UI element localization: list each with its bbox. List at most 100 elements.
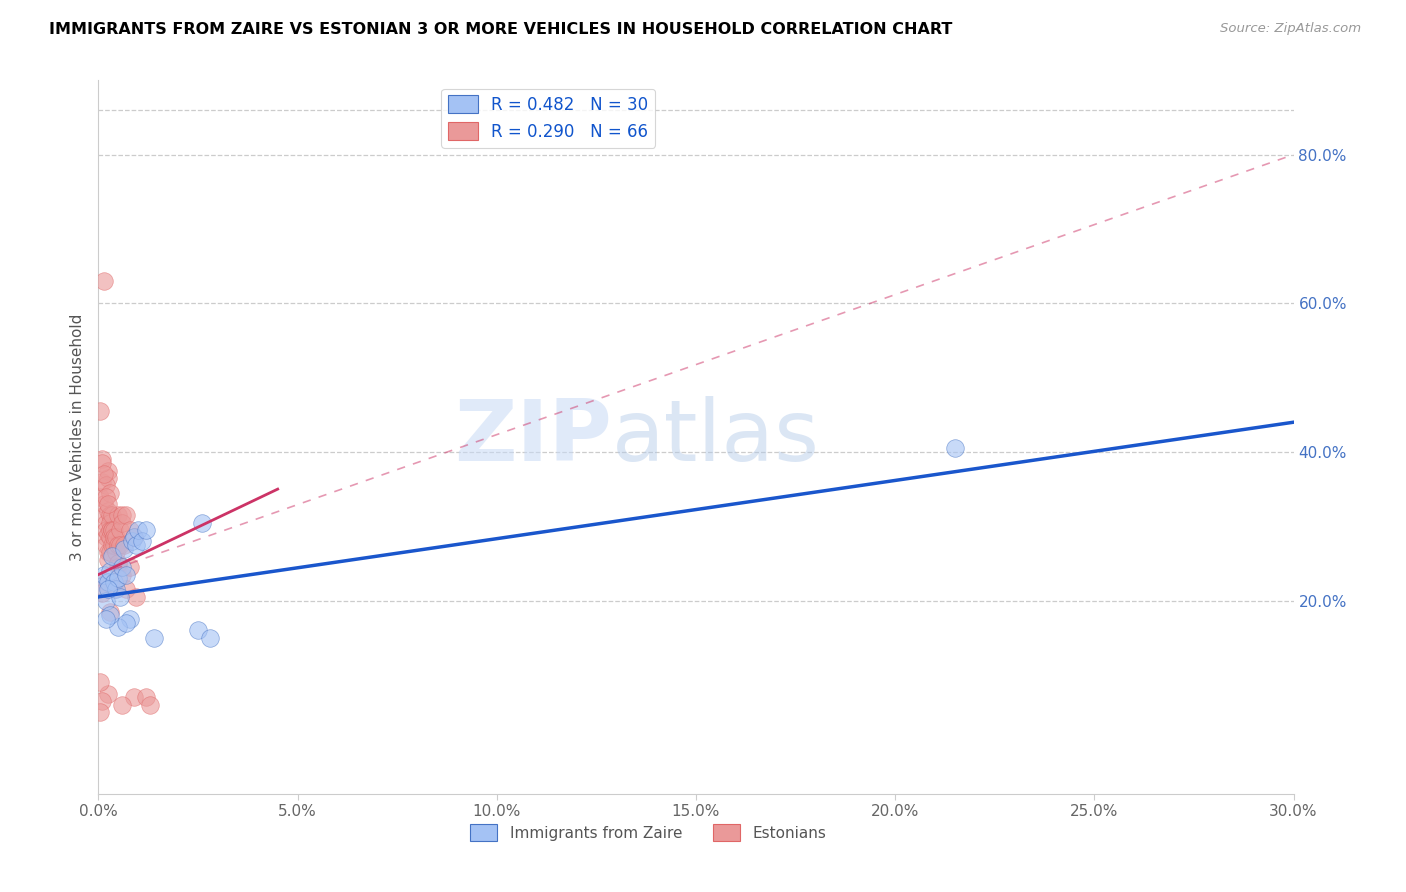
Point — [103, 582, 125, 597]
Point — [101, 523, 124, 537]
Point — [120, 523, 142, 537]
Point — [115, 508, 138, 523]
Point — [107, 557, 129, 571]
Point — [91, 694, 114, 708]
Text: Source: ZipAtlas.com: Source: ZipAtlas.com — [1220, 22, 1361, 36]
Point — [198, 631, 221, 645]
Point — [107, 538, 129, 552]
Point — [124, 690, 146, 705]
Point — [98, 608, 122, 623]
Point — [125, 590, 148, 604]
Point — [91, 586, 114, 600]
Point — [112, 541, 135, 556]
Point — [97, 579, 120, 593]
Point — [107, 508, 129, 523]
Point — [127, 523, 149, 537]
Point — [135, 523, 157, 537]
Point — [91, 579, 114, 593]
Point — [98, 530, 122, 544]
Point — [89, 675, 111, 690]
Point — [139, 698, 162, 712]
Text: atlas: atlas — [613, 395, 820, 479]
Point — [96, 538, 118, 552]
Point — [105, 530, 128, 544]
Point — [89, 404, 111, 418]
Point — [110, 523, 132, 537]
Point — [97, 464, 120, 478]
Text: IMMIGRANTS FROM ZAIRE VS ESTONIAN 3 OR MORE VEHICLES IN HOUSEHOLD CORRELATION CH: IMMIGRANTS FROM ZAIRE VS ESTONIAN 3 OR M… — [49, 22, 953, 37]
Point — [101, 549, 124, 563]
Point — [125, 538, 148, 552]
Point — [110, 590, 132, 604]
Point — [131, 534, 153, 549]
Point — [96, 530, 118, 544]
Point — [91, 456, 114, 470]
Point — [97, 552, 120, 567]
Point — [111, 516, 134, 530]
Y-axis label: 3 or more Vehicles in Household: 3 or more Vehicles in Household — [69, 313, 84, 561]
Point — [96, 574, 118, 589]
Point — [96, 612, 118, 626]
Point — [103, 574, 125, 589]
Point — [97, 582, 120, 597]
Point — [124, 530, 146, 544]
Point — [97, 687, 120, 701]
Point — [120, 612, 142, 626]
Point — [120, 560, 142, 574]
Point — [97, 545, 120, 559]
Point — [98, 564, 122, 578]
Point — [96, 490, 118, 504]
Point — [98, 516, 122, 530]
Point — [103, 523, 125, 537]
Point — [93, 508, 115, 523]
Point — [101, 508, 124, 523]
Point — [105, 545, 128, 559]
Point — [98, 605, 122, 619]
Point — [97, 504, 120, 518]
Point — [115, 567, 138, 582]
Point — [112, 538, 135, 552]
Point — [93, 567, 115, 582]
Point — [89, 490, 111, 504]
Point — [98, 545, 122, 559]
Point — [124, 530, 146, 544]
Point — [111, 560, 134, 574]
Point — [93, 497, 115, 511]
Text: ZIP: ZIP — [454, 395, 613, 479]
Point — [93, 467, 115, 482]
Point — [115, 582, 138, 597]
Point — [96, 478, 118, 492]
Point — [107, 619, 129, 633]
Point — [107, 560, 129, 574]
Point — [98, 508, 122, 523]
Point — [91, 475, 114, 489]
Point — [110, 538, 132, 552]
Point — [191, 516, 214, 530]
Point — [135, 690, 157, 705]
Point — [111, 508, 134, 523]
Point — [91, 452, 114, 467]
Point — [96, 516, 118, 530]
Point — [103, 538, 125, 552]
Point — [97, 471, 120, 485]
Point — [187, 624, 209, 638]
Point — [115, 615, 138, 630]
Point — [943, 442, 966, 455]
Point — [98, 523, 122, 537]
Point — [111, 567, 134, 582]
Point — [101, 538, 124, 552]
Point — [105, 582, 128, 597]
Point — [111, 698, 134, 712]
Point — [97, 526, 120, 541]
Point — [143, 631, 166, 645]
Point — [103, 530, 125, 544]
Point — [96, 593, 118, 607]
Point — [107, 571, 129, 585]
Point — [96, 523, 118, 537]
Legend: Immigrants from Zaire, Estonians: Immigrants from Zaire, Estonians — [464, 818, 832, 847]
Point — [121, 534, 143, 549]
Point — [98, 485, 122, 500]
Point — [93, 274, 115, 288]
Point — [101, 523, 124, 537]
Point — [97, 574, 120, 589]
